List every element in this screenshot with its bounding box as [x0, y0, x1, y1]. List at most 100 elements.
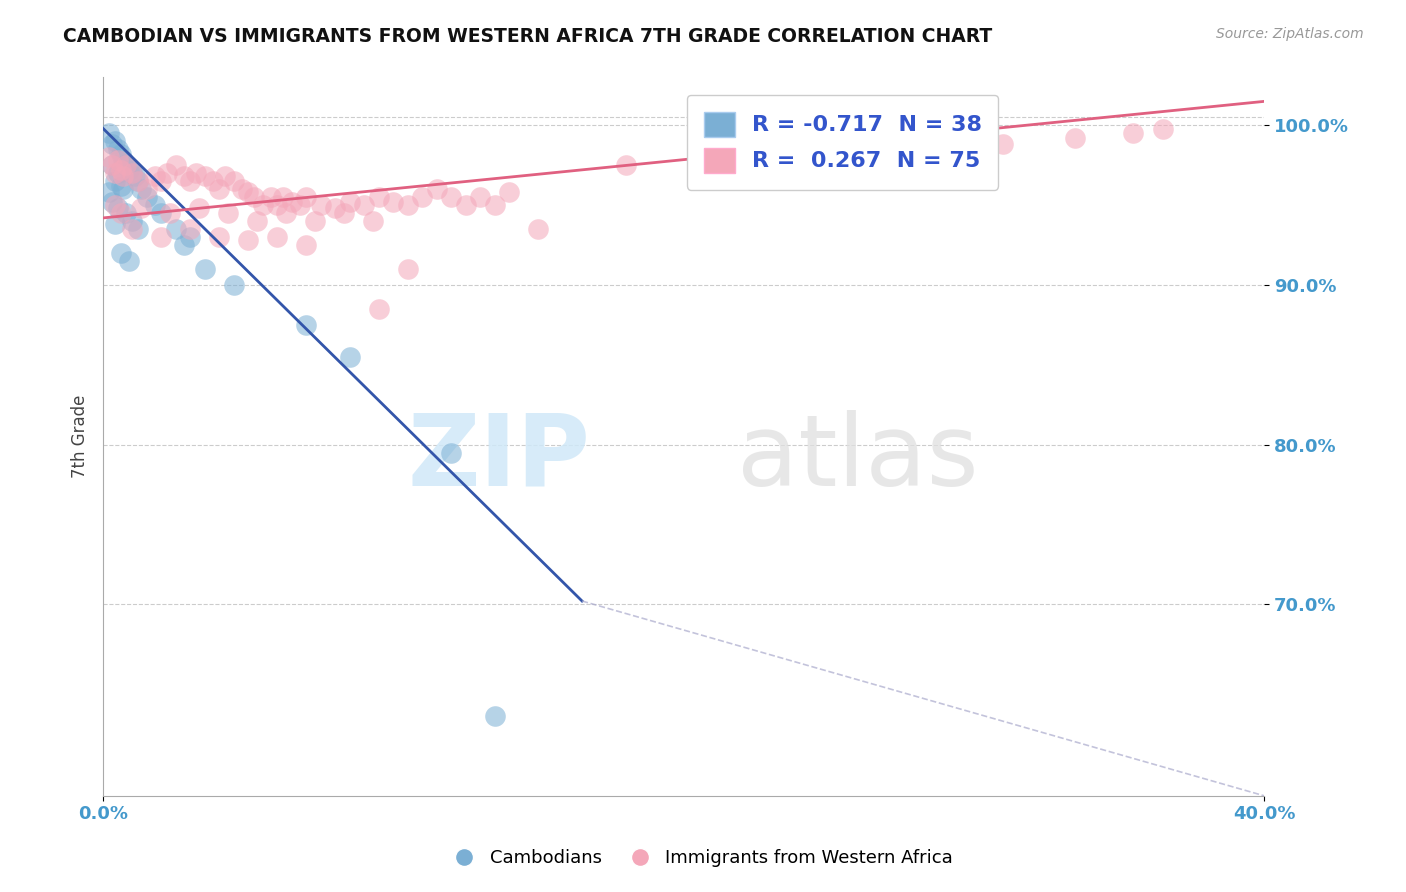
Point	[121, 214, 143, 228]
Point	[266, 230, 288, 244]
Point	[97, 126, 120, 140]
Point	[274, 206, 297, 220]
Point	[1152, 121, 1174, 136]
Point	[101, 194, 124, 209]
Point	[266, 198, 288, 212]
Point	[217, 206, 239, 220]
Point	[156, 166, 179, 180]
Point	[238, 233, 260, 247]
Point	[309, 198, 332, 212]
Point	[246, 214, 269, 228]
Point	[222, 277, 245, 292]
Point	[107, 153, 129, 168]
Point	[304, 214, 326, 228]
Point	[498, 186, 520, 200]
Point	[904, 150, 927, 164]
Point	[271, 190, 294, 204]
Point	[1064, 131, 1087, 145]
Point	[107, 202, 129, 216]
Legend: Cambodians, Immigrants from Western Africa: Cambodians, Immigrants from Western Afri…	[446, 842, 960, 874]
Point	[231, 182, 253, 196]
Point	[281, 194, 304, 209]
Point	[107, 142, 129, 156]
Point	[97, 150, 120, 164]
Point	[121, 166, 143, 180]
Point	[208, 230, 231, 244]
Point	[484, 198, 506, 212]
Point	[145, 169, 167, 184]
Point	[110, 246, 132, 260]
Legend: R = -0.717  N = 38, R =  0.267  N = 75: R = -0.717 N = 38, R = 0.267 N = 75	[688, 95, 998, 190]
Point	[252, 198, 274, 212]
Point	[101, 137, 124, 152]
Point	[484, 709, 506, 723]
Point	[110, 206, 132, 220]
Point	[104, 217, 127, 231]
Point	[101, 158, 124, 172]
Point	[179, 230, 201, 244]
Point	[104, 166, 127, 180]
Point	[991, 137, 1014, 152]
Point	[150, 174, 173, 188]
Point	[150, 230, 173, 244]
Point	[129, 202, 152, 216]
Point	[323, 202, 346, 216]
Point	[101, 158, 124, 172]
Point	[104, 174, 127, 188]
Point	[470, 190, 492, 204]
Text: Source: ZipAtlas.com: Source: ZipAtlas.com	[1216, 27, 1364, 41]
Text: CAMBODIAN VS IMMIGRANTS FROM WESTERN AFRICA 7TH GRADE CORRELATION CHART: CAMBODIAN VS IMMIGRANTS FROM WESTERN AFR…	[63, 27, 993, 45]
Text: atlas: atlas	[737, 409, 979, 507]
Point	[127, 174, 149, 188]
Point	[110, 147, 132, 161]
Point	[118, 163, 141, 178]
Point	[382, 194, 405, 209]
Point	[127, 174, 149, 188]
Point	[396, 262, 419, 277]
Point	[194, 169, 217, 184]
Point	[260, 190, 283, 204]
Point	[339, 350, 361, 364]
Point	[353, 198, 375, 212]
Point	[124, 169, 146, 184]
Point	[295, 238, 318, 252]
Point	[110, 179, 132, 194]
Point	[121, 222, 143, 236]
Point	[194, 262, 217, 277]
Y-axis label: 7th Grade: 7th Grade	[72, 395, 89, 478]
Point	[295, 318, 318, 332]
Point	[333, 206, 356, 220]
Point	[454, 198, 477, 212]
Point	[112, 153, 135, 168]
Point	[614, 158, 637, 172]
Point	[243, 190, 266, 204]
Point	[187, 202, 209, 216]
Point	[173, 238, 195, 252]
Point	[135, 190, 157, 204]
Point	[295, 190, 318, 204]
Point	[115, 206, 138, 220]
Point	[118, 254, 141, 268]
Point	[159, 206, 181, 220]
Point	[361, 214, 384, 228]
Point	[179, 222, 201, 236]
Point	[127, 222, 149, 236]
Point	[165, 222, 187, 236]
Point	[165, 158, 187, 172]
Point	[238, 186, 260, 200]
Point	[202, 174, 225, 188]
Point	[527, 222, 550, 236]
Point	[112, 182, 135, 196]
Point	[214, 169, 236, 184]
Point	[339, 194, 361, 209]
Point	[222, 174, 245, 188]
Point	[179, 174, 201, 188]
Point	[367, 301, 389, 316]
Point	[97, 186, 120, 200]
Point	[104, 198, 127, 212]
Point	[115, 158, 138, 172]
Point	[129, 182, 152, 196]
Point	[107, 166, 129, 180]
Point	[440, 190, 463, 204]
Point	[135, 182, 157, 196]
